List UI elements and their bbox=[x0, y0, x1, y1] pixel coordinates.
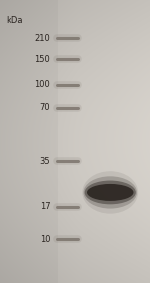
Text: 70: 70 bbox=[40, 103, 50, 112]
Text: 210: 210 bbox=[34, 34, 50, 43]
Text: 10: 10 bbox=[40, 235, 50, 244]
Ellipse shape bbox=[82, 171, 138, 214]
Text: kDa: kDa bbox=[6, 16, 22, 25]
Ellipse shape bbox=[87, 184, 134, 201]
Text: 150: 150 bbox=[34, 55, 50, 64]
Ellipse shape bbox=[85, 181, 136, 204]
Text: 35: 35 bbox=[40, 157, 50, 166]
Text: 17: 17 bbox=[40, 202, 50, 211]
Ellipse shape bbox=[84, 176, 137, 209]
Text: 100: 100 bbox=[34, 80, 50, 89]
